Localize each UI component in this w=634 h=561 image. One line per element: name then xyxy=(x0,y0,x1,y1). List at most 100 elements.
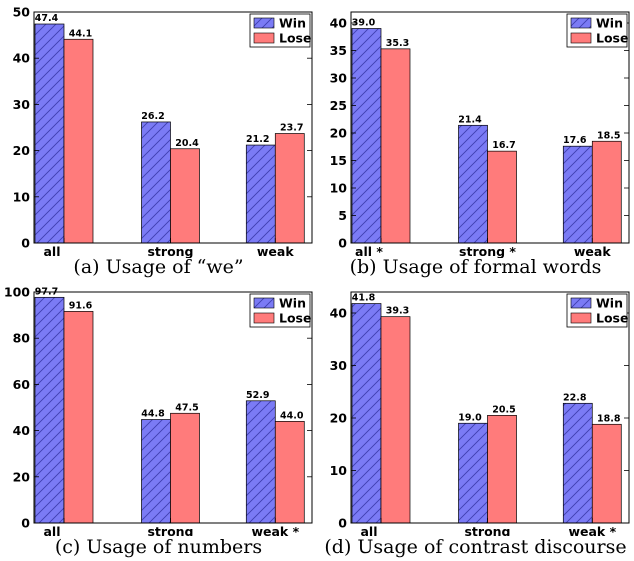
win-bar-2 xyxy=(562,145,593,244)
plot-frame xyxy=(33,11,313,244)
legend-label-win: Win xyxy=(596,16,623,31)
win-bar-2 xyxy=(245,400,276,524)
legend-swatch-win xyxy=(570,17,592,29)
legend-label-lose: Lose xyxy=(596,311,628,326)
y-tick-label-2: 20 xyxy=(330,411,348,426)
lose-bar-0 xyxy=(380,48,411,244)
y-tick-label-3: 30 xyxy=(13,97,31,112)
legend-swatch-win xyxy=(253,297,275,309)
legend-swatch-lose xyxy=(253,32,275,44)
lose-data-label-2: 18.5 xyxy=(597,130,620,141)
win-bar-1 xyxy=(141,121,171,244)
x-tick-label-0: all * xyxy=(355,244,383,258)
lose-bar-2 xyxy=(591,423,622,524)
y-tick-label-1: 10 xyxy=(13,189,31,204)
lose-data-label-0: 39.3 xyxy=(386,306,409,317)
y-tick-label-0: 0 xyxy=(338,516,347,531)
win-bar-1 xyxy=(141,419,171,524)
y-tick-label-1: 10 xyxy=(330,463,348,478)
x-tick-label-2: weak * xyxy=(251,524,299,536)
x-tick-label-1: strong xyxy=(147,244,193,258)
chart-d: 41.8 19.0 22.8 39.3 20.5 18.8 0 10 20 30 40 all stro… xyxy=(330,291,630,536)
y-tick-label-4: 80 xyxy=(13,331,31,346)
win-data-label-0: 47.4 xyxy=(35,13,59,24)
x-tick-label-1: strong xyxy=(147,524,193,536)
plot-frame xyxy=(350,11,630,244)
legend-label-win: Win xyxy=(596,296,623,311)
y-tick-label-3: 30 xyxy=(330,358,348,373)
x-tick-label-2: weak * xyxy=(568,524,616,536)
x-tick-label-1: strong * xyxy=(459,244,516,258)
lose-bar-1 xyxy=(170,148,200,244)
chart-a: 47.4 26.2 21.2 44.1 20.4 23.7 0 10 20 30 40 50 all st… xyxy=(13,5,313,258)
lose-data-label-2: 23.7 xyxy=(280,123,303,134)
lose-bar-1 xyxy=(487,415,517,524)
x-tick-label-0: all xyxy=(43,524,60,536)
legend-swatch-win xyxy=(253,17,275,29)
caption-b: (b) Usage of formal words xyxy=(349,256,602,278)
legend-swatch-lose xyxy=(570,312,592,324)
y-tick-label-5: 25 xyxy=(330,98,347,113)
y-tick-label-5: 50 xyxy=(13,5,31,20)
lose-bar-2 xyxy=(591,140,622,244)
win-data-label-1: 44.8 xyxy=(141,409,165,420)
legend-swatch-lose xyxy=(570,32,592,44)
plot-frame xyxy=(33,291,313,524)
win-data-label-2: 22.8 xyxy=(563,392,587,403)
y-tick-label-2: 10 xyxy=(330,181,348,196)
y-tick-label-3: 60 xyxy=(13,377,31,392)
y-tick-label-5: 100 xyxy=(4,285,30,300)
lose-bar-1 xyxy=(170,412,200,524)
lose-data-label-0: 35.3 xyxy=(386,38,409,49)
x-tick-label-2: weak xyxy=(574,244,611,258)
win-bar-2 xyxy=(245,144,276,244)
y-tick-label-2: 20 xyxy=(13,143,31,158)
caption-d: (d) Usage of contrast discourse xyxy=(324,536,627,558)
win-bar-0 xyxy=(34,296,65,524)
x-tick-label-1: strong xyxy=(464,524,510,536)
win-data-label-0: 39.0 xyxy=(352,18,376,29)
chart-b: 39.0 21.4 17.6 35.3 16.7 18.5 0 5 10 15 20 25 30 35 40… xyxy=(330,11,630,258)
y-tick-label-0: 0 xyxy=(21,516,30,531)
y-tick-label-1: 5 xyxy=(338,208,347,223)
legend-swatch-win xyxy=(570,297,592,309)
lose-data-label-2: 44.0 xyxy=(280,410,304,421)
lose-bar-0 xyxy=(380,316,411,524)
win-bar-2 xyxy=(562,402,593,524)
win-data-label-2: 17.6 xyxy=(563,135,587,146)
legend-label-lose: Lose xyxy=(279,31,311,46)
y-tick-label-2: 40 xyxy=(13,423,31,438)
x-tick-label-0: all xyxy=(43,244,60,258)
y-tick-label-6: 30 xyxy=(330,71,348,86)
win-data-label-2: 52.9 xyxy=(246,390,269,401)
lose-data-label-1: 16.7 xyxy=(492,140,515,151)
win-data-label-1: 26.2 xyxy=(141,111,164,122)
y-tick-label-4: 40 xyxy=(330,306,348,321)
y-tick-label-0: 0 xyxy=(338,236,347,251)
y-tick-label-0: 0 xyxy=(21,236,30,251)
legend-label-lose: Lose xyxy=(279,311,311,326)
lose-data-label-0: 44.1 xyxy=(69,28,92,39)
y-tick-label-1: 20 xyxy=(13,469,31,484)
legend-label-lose: Lose xyxy=(596,31,628,46)
plot-frame xyxy=(350,291,630,524)
y-tick-label-7: 35 xyxy=(330,43,347,58)
y-tick-label-4: 40 xyxy=(13,51,31,66)
lose-data-label-1: 20.4 xyxy=(175,138,199,149)
caption-a: (a) Usage of “we” xyxy=(73,256,244,278)
caption-c: (c) Usage of numbers xyxy=(54,536,263,558)
lose-data-label-2: 18.8 xyxy=(597,413,621,424)
win-bar-1 xyxy=(458,124,488,244)
win-bar-0 xyxy=(351,28,382,244)
y-tick-label-4: 20 xyxy=(330,126,348,141)
win-data-label-2: 21.2 xyxy=(246,134,269,145)
legend-label-win: Win xyxy=(279,296,306,311)
win-bar-0 xyxy=(351,303,382,524)
lose-bar-2 xyxy=(274,421,305,524)
win-bar-0 xyxy=(34,23,65,244)
lose-bar-0 xyxy=(63,38,94,244)
y-tick-label-8: 40 xyxy=(330,16,348,31)
win-bar-1 xyxy=(458,422,488,524)
